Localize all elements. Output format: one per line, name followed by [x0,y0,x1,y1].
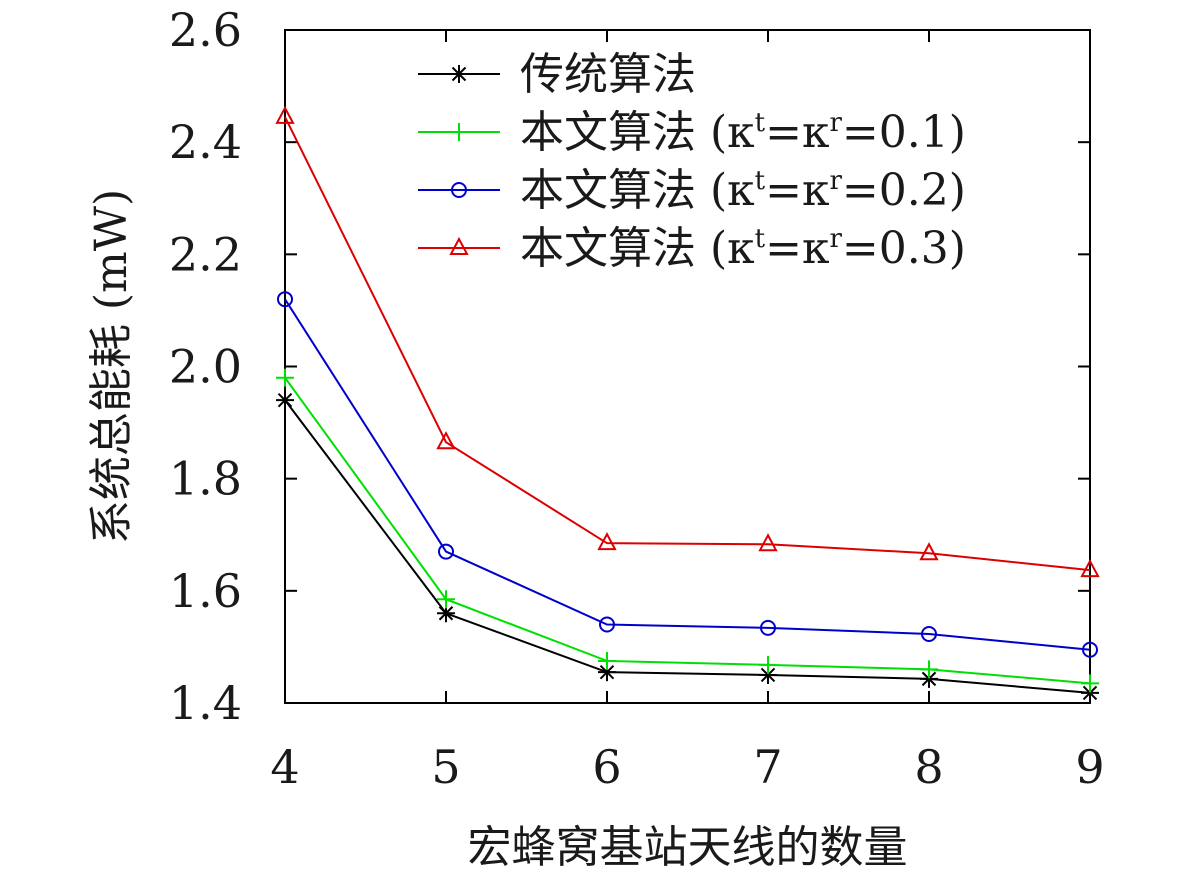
data-point-series-4 [758,533,778,552]
legend-label: 传统算法 [520,49,696,100]
x-tick-label: 8 [914,740,943,794]
data-point-series-2 [598,651,616,670]
legend-label: 本文算法 (κt=κr=0.1) [520,107,966,158]
y-tick-label: 1.8 [169,452,242,506]
series-line-3 [284,298,1091,651]
x-tick-label: 6 [592,740,621,794]
y-tick-label: 2.6 [169,3,242,57]
data-point-series-4 [436,431,456,450]
data-point-series-3 [760,619,776,636]
data-point-series-3 [1082,641,1098,658]
y-tick-label: 2.4 [169,115,242,169]
data-point-series-4 [597,532,617,551]
data-point-series-1 [598,663,616,682]
y-tick-label: 1.4 [169,676,242,730]
data-point-series-3 [438,543,454,560]
y-axis-title: 系统总能耗 (mW) [86,189,137,544]
data-point-series-1 [920,669,938,688]
data-point-series-4 [275,105,295,124]
series-markers [275,105,1100,702]
legend-marker [450,123,468,141]
y-tick-label: 2.2 [169,227,242,281]
data-point-series-2 [1081,674,1099,693]
data-point-series-2 [920,660,938,679]
legend-label: 本文算法 (κt=κr=0.2) [520,165,966,216]
x-axis-title: 宏蜂窝基站天线的数量 [468,822,908,873]
legend-marker [449,236,469,255]
series-line-2 [284,377,1091,685]
y-tick-label: 1.6 [169,564,242,618]
series-line-1 [284,399,1091,694]
x-tick-label: 4 [270,740,299,794]
data-point-series-1 [276,391,294,410]
data-point-series-2 [437,590,455,609]
x-tick-label: 7 [753,740,782,794]
axis-ticks [284,29,1091,704]
data-point-series-4 [1080,558,1100,578]
y-tick-label: 2.0 [169,340,242,394]
data-point-series-3 [277,291,293,308]
data-point-series-4 [919,542,939,561]
legend-label: 本文算法 (κt=κr=0.3) [520,223,966,274]
series-lines [284,116,1091,694]
series-line-4 [284,116,1091,572]
data-point-series-3 [921,626,937,643]
x-tick-label: 9 [1075,740,1104,794]
legend-marker [451,182,467,198]
x-tick-label: 5 [431,740,460,794]
data-point-series-2 [276,368,294,387]
legend-marker [450,65,468,83]
tick-labels: 4 5 6 7 8 9 1.4 1.6 1.8 2.0 2.2 2.4 2.6 [169,3,1105,794]
data-point-series-2 [759,655,777,674]
data-point-series-3 [599,616,615,633]
